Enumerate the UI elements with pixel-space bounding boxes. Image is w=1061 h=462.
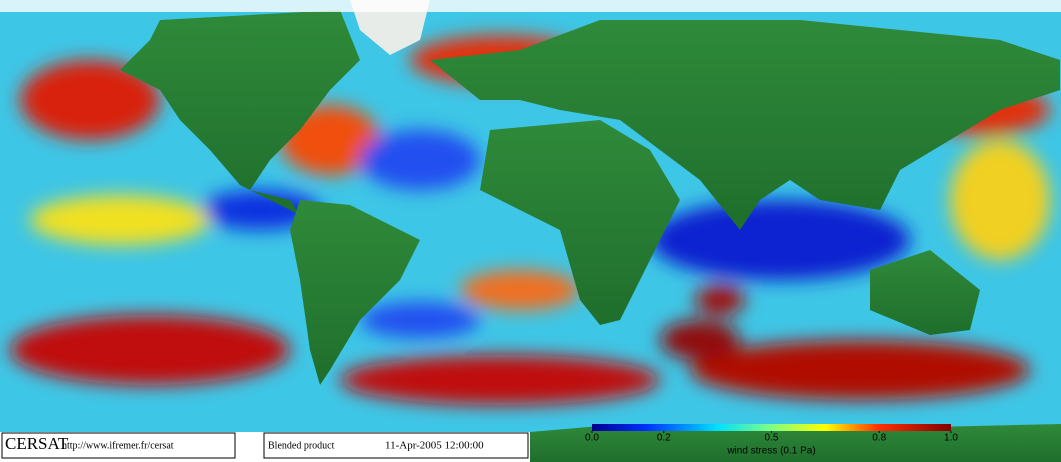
product: Blended product	[268, 440, 335, 451]
colorbar-tick-label: 0.2	[657, 433, 671, 444]
colorbar: 0.0 0.2 0.5 0.8 1.0 wind stress (0.1 Pa)	[585, 424, 958, 457]
colorbar-tick-label: 0.0	[585, 433, 599, 444]
url: http://www.ifremer.fr/cersat	[62, 440, 174, 451]
continents	[120, 10, 1061, 462]
product-box	[263, 432, 529, 459]
colorbar-tick-label: 1.0	[944, 433, 958, 444]
colorbar-tick-label: 0.5	[765, 433, 779, 444]
colorbar-label: wind stress (0.1 Pa)	[726, 446, 815, 457]
arctic	[0, 0, 1061, 12]
logo: CERSAT	[5, 434, 69, 453]
colorbar-scale	[592, 424, 951, 431]
colorbar-tick-label: 0.8	[872, 433, 886, 444]
greenland	[350, 0, 430, 55]
logo-box	[1, 432, 236, 459]
wind-field	[10, 35, 1050, 405]
date: 11-Apr-2005 12:00:00	[385, 440, 484, 452]
